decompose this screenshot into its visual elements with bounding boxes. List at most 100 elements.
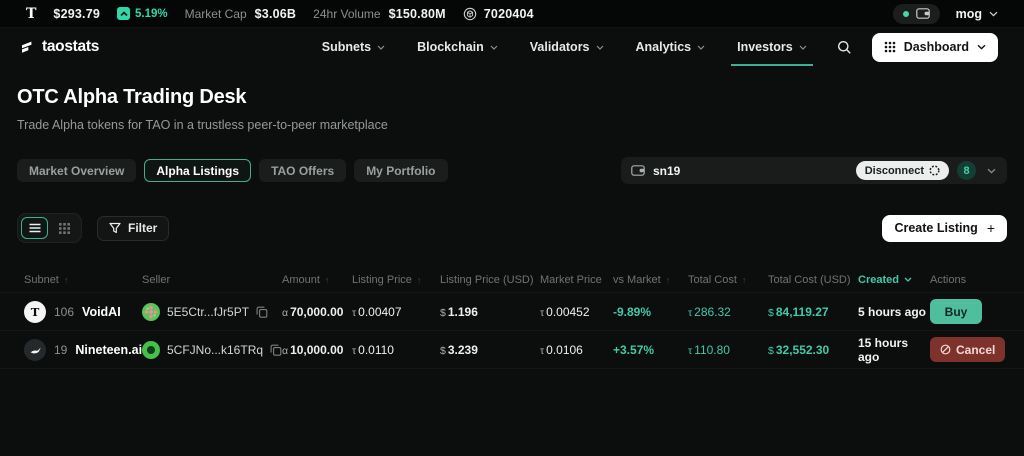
- nav-menu: Subnets Blockchain Validators Analytics …: [306, 28, 998, 66]
- filter-button[interactable]: Filter: [97, 215, 170, 241]
- chevron-down-icon[interactable]: [984, 168, 999, 174]
- view-toggle-group: [17, 213, 82, 243]
- create-listing-label: Create Listing: [894, 221, 978, 235]
- grid-view-button[interactable]: [51, 217, 78, 239]
- subnet-netuid: 106: [54, 304, 75, 319]
- brand-logo[interactable]: taostats: [18, 28, 99, 66]
- column-header-amount[interactable]: Amount ↑: [282, 273, 330, 286]
- column-header-subnet[interactable]: Subnet ↑: [24, 273, 69, 286]
- chevron-down-icon: [904, 277, 912, 282]
- sort-icon: ↑: [741, 274, 747, 285]
- account-menu[interactable]: mog: [956, 7, 998, 21]
- nav-item-investors[interactable]: Investors: [721, 28, 823, 66]
- market-cap-value: $3.06B: [254, 6, 297, 21]
- actions-cell: Cancel: [930, 337, 1006, 362]
- connection-status-dot: [902, 10, 909, 17]
- nav-item-blockchain[interactable]: Blockchain: [401, 28, 514, 66]
- cancel-circle-icon: [940, 344, 951, 355]
- top-stats-bar: T $293.79 5.19% Market Cap $3.06B 24hr V…: [0, 0, 1024, 28]
- cancel-label: Cancel: [956, 342, 996, 357]
- amount-cell: α 70,000.00: [282, 304, 344, 319]
- sort-icon: ↑: [63, 274, 69, 285]
- search-icon: [837, 40, 852, 55]
- wallet-status-pill[interactable]: [892, 3, 940, 24]
- wallet-search-box: Disconnect 8: [621, 157, 1007, 184]
- listings-table: Subnet ↑ Seller Amount ↑ Listing Price ↑ Li…: [0, 267, 1024, 369]
- subnet-name: VoidAI: [82, 304, 121, 319]
- tao-logo-icon: T: [26, 5, 37, 22]
- search-button[interactable]: [823, 28, 866, 66]
- created-cell: 15 hours ago: [858, 335, 909, 364]
- funnel-icon: [109, 222, 121, 234]
- create-listing-button[interactable]: Create Listing +: [882, 214, 1007, 242]
- actions-cell: Buy: [930, 299, 1000, 324]
- market-cap-label: Market Cap: [184, 6, 247, 21]
- list-view-button[interactable]: [21, 217, 48, 239]
- tab-my-portfolio[interactable]: My Portfolio: [354, 159, 448, 182]
- chevron-down-icon: [596, 45, 604, 50]
- table-header-row: Subnet ↑ Seller Amount ↑ Listing Price ↑ Li…: [0, 267, 1024, 293]
- tab-market-overview[interactable]: Market Overview: [17, 159, 137, 182]
- market-price-cell: τ 0.0106: [540, 342, 583, 357]
- tab-tao-offers[interactable]: TAO Offers: [259, 159, 347, 182]
- chevron-down-icon: [989, 11, 998, 17]
- column-header-market-price: Market Price: [540, 273, 602, 286]
- chevron-down-icon: [377, 45, 385, 50]
- column-header-vs-market[interactable]: vs Market ↑: [613, 273, 671, 286]
- column-header-seller: Seller: [142, 273, 171, 286]
- copy-icon[interactable]: [270, 344, 282, 356]
- brand-name: taostats: [42, 38, 100, 55]
- seller-identicon: [142, 340, 160, 359]
- account-name: mog: [955, 6, 982, 21]
- seller-cell: 5E5Ctr...fJr5PT: [142, 302, 282, 321]
- subnet-nineteen-icon: [24, 338, 46, 361]
- nav-item-validators[interactable]: Validators: [514, 28, 620, 66]
- cancel-button[interactable]: Cancel: [930, 337, 1006, 362]
- chevron-down-icon: [697, 45, 705, 50]
- total-cost-usd-cell: $84,119.27: [768, 304, 829, 319]
- volume-label: 24hr Volume: [313, 6, 381, 21]
- page-subtitle: Trade Alpha tokens for TAO in a trustles…: [17, 118, 388, 132]
- dashed-circle-icon: [929, 165, 940, 176]
- sort-icon: ↑: [416, 274, 422, 285]
- chevron-down-icon: [490, 45, 498, 50]
- column-header-total-cost-usd: Total Cost (USD): [768, 273, 851, 286]
- column-header-actions: Actions: [930, 273, 967, 286]
- vs-market-cell: +3.57%: [613, 342, 655, 357]
- volume-value: $150.80M: [388, 6, 446, 21]
- subnet-voidai-icon: T: [24, 300, 46, 323]
- tab-alpha-listings[interactable]: Alpha Listings: [144, 159, 252, 182]
- copy-icon[interactable]: [256, 306, 268, 318]
- subnet-name: Nineteen.ai: [75, 342, 143, 357]
- listing-price-usd-cell: $3.239: [440, 342, 478, 357]
- seller-address: 5CFJNo...k16TRq: [167, 342, 264, 357]
- tao-price: $293.79: [53, 6, 101, 21]
- buy-button[interactable]: Buy: [930, 299, 982, 324]
- sort-icon: ↑: [324, 274, 330, 285]
- list-icon: [29, 223, 41, 233]
- vs-market-cell: -9.89%: [613, 304, 652, 319]
- disconnect-button[interactable]: Disconnect: [855, 161, 949, 180]
- main-nav: taostats Subnets Blockchain Validators A…: [0, 28, 1024, 66]
- market-price-cell: τ 0.00452: [540, 304, 590, 319]
- nav-item-subnets[interactable]: Subnets: [306, 28, 401, 66]
- nav-item-analytics[interactable]: Analytics: [620, 28, 722, 66]
- page-title: OTC Alpha Trading Desk: [17, 86, 247, 108]
- subnet-cell[interactable]: T 106 VoidAI: [24, 300, 142, 323]
- seller-address: 5E5Ctr...fJr5PT: [167, 304, 250, 319]
- wallet-count-badge: 8: [957, 161, 976, 180]
- amount-cell: α 10,000.00: [282, 342, 344, 357]
- column-header-listing-price-usd: Listing Price (USD): [440, 273, 534, 286]
- column-header-listing-price[interactable]: Listing Price ↑: [352, 273, 422, 286]
- listing-price-cell: τ 0.0110: [352, 342, 394, 357]
- chevron-down-icon: [799, 45, 807, 50]
- block-height: 7020404: [483, 6, 534, 21]
- column-header-total-cost[interactable]: Total Cost ↑: [688, 273, 747, 286]
- dashboard-button[interactable]: Dashboard: [871, 32, 998, 62]
- wallet-search-input[interactable]: [653, 163, 848, 178]
- column-header-created[interactable]: Created: [858, 274, 930, 286]
- subnet-cell[interactable]: 19 Nineteen.ai: [24, 338, 143, 361]
- total-cost-cell: τ 286.32: [688, 304, 731, 319]
- price-change-value: 5.19%: [135, 7, 168, 20]
- seller-identicon: [142, 302, 160, 321]
